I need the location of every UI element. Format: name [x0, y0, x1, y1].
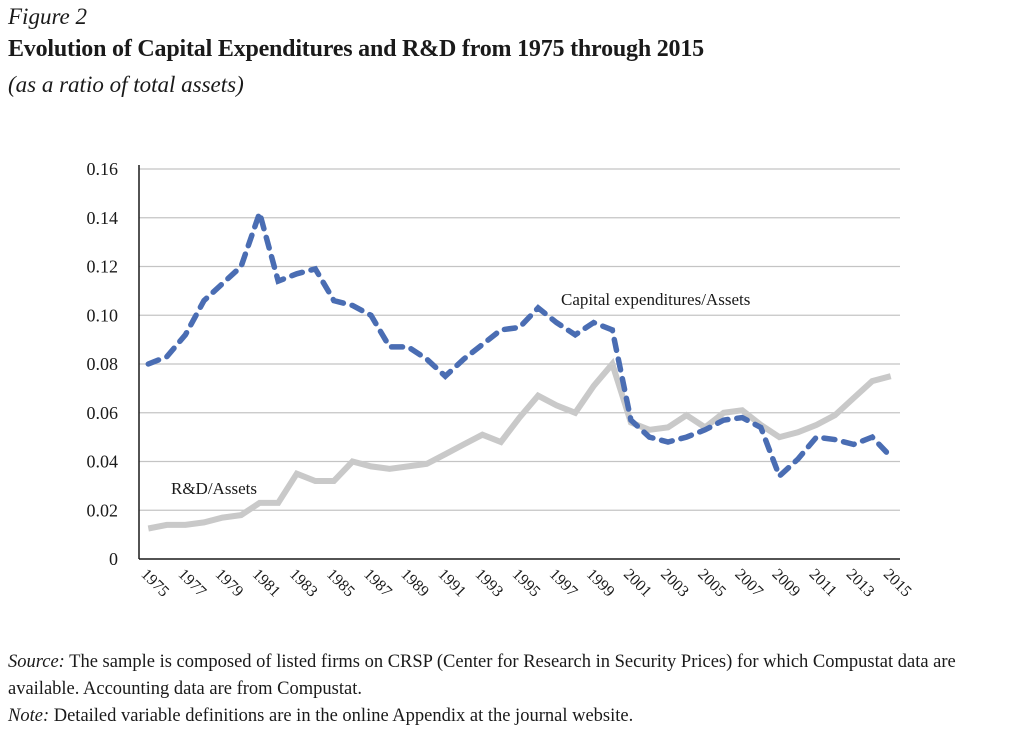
figure-title: Evolution of Capital Expenditures and R&… — [8, 36, 704, 62]
x-tick-label: 1985 — [323, 566, 358, 601]
x-tick-label: 2003 — [657, 566, 692, 601]
y-tick-label: 0.02 — [87, 500, 119, 520]
y-tick-label: 0.10 — [87, 305, 119, 325]
gridlines — [139, 168, 900, 511]
x-tick-label: 1981 — [249, 566, 284, 601]
y-tick-label: 0 — [109, 549, 118, 569]
series-lines — [145, 203, 894, 532]
x-tick-label: 1979 — [212, 566, 247, 601]
x-tick-label: 1991 — [434, 566, 469, 601]
capex-series-label: Capital expenditures/Assets — [561, 290, 750, 309]
x-tick-label: 1995 — [509, 566, 544, 601]
x-tick-label: 1987 — [360, 566, 395, 601]
x-tick-label: 1999 — [583, 566, 618, 601]
x-tick-label: 2013 — [843, 566, 878, 601]
x-tick-label: 2011 — [806, 566, 840, 600]
x-tick-label: 2001 — [620, 566, 655, 601]
rd-series-label: R&D/Assets — [171, 479, 257, 498]
y-tick-label: 0.14 — [87, 208, 119, 228]
x-tick-label: 1989 — [397, 566, 432, 601]
capex-series-line — [145, 203, 894, 481]
x-tick-label: 1977 — [175, 566, 210, 601]
x-tick-label: 2015 — [880, 566, 915, 601]
source-lead: Source: — [8, 652, 65, 672]
note-lead: Note: — [8, 706, 50, 726]
y-tick-label: 0.04 — [87, 452, 119, 472]
y-tick-label: 0.08 — [87, 354, 119, 374]
variable-note: Note: Detailed variable definitions are … — [8, 703, 1008, 730]
x-axis-tick-labels: 1975 1977 1979 1981 1983 1985 1987 1989 1991 1993… — [137, 566, 914, 601]
y-tick-label: 0.16 — [87, 159, 119, 179]
x-tick-label: 1983 — [286, 566, 321, 601]
x-tick-label: 2009 — [769, 566, 804, 601]
note-text: Detailed variable definitions are in the… — [49, 706, 634, 726]
x-tick-label: 1997 — [546, 566, 581, 601]
source-note: Source: The sample is composed of listed… — [8, 649, 1008, 703]
figure-footer: Source: The sample is composed of listed… — [8, 649, 1008, 730]
x-tick-label: 1993 — [472, 566, 507, 601]
y-tick-label: 0.12 — [87, 257, 119, 277]
y-axis-tick-labels: 0 0.02 0.04 0.06 0.08 0.10 0.12 0.14 0.16 — [87, 159, 119, 569]
x-tick-label: 1975 — [137, 566, 172, 601]
x-tick-label: 2007 — [731, 566, 766, 601]
rd-series-line — [147, 357, 892, 532]
y-tick-label: 0.06 — [87, 403, 119, 423]
figure-label: Figure 2 — [8, 4, 87, 29]
source-text: The sample is composed of listed firms o… — [8, 652, 956, 699]
x-tick-label: 2005 — [694, 566, 729, 601]
figure-subtitle: (as a ratio of total assets) — [8, 72, 244, 97]
line-chart: 00.020.040.060.080.100.120.140.16 1975 19… — [87, 159, 915, 601]
